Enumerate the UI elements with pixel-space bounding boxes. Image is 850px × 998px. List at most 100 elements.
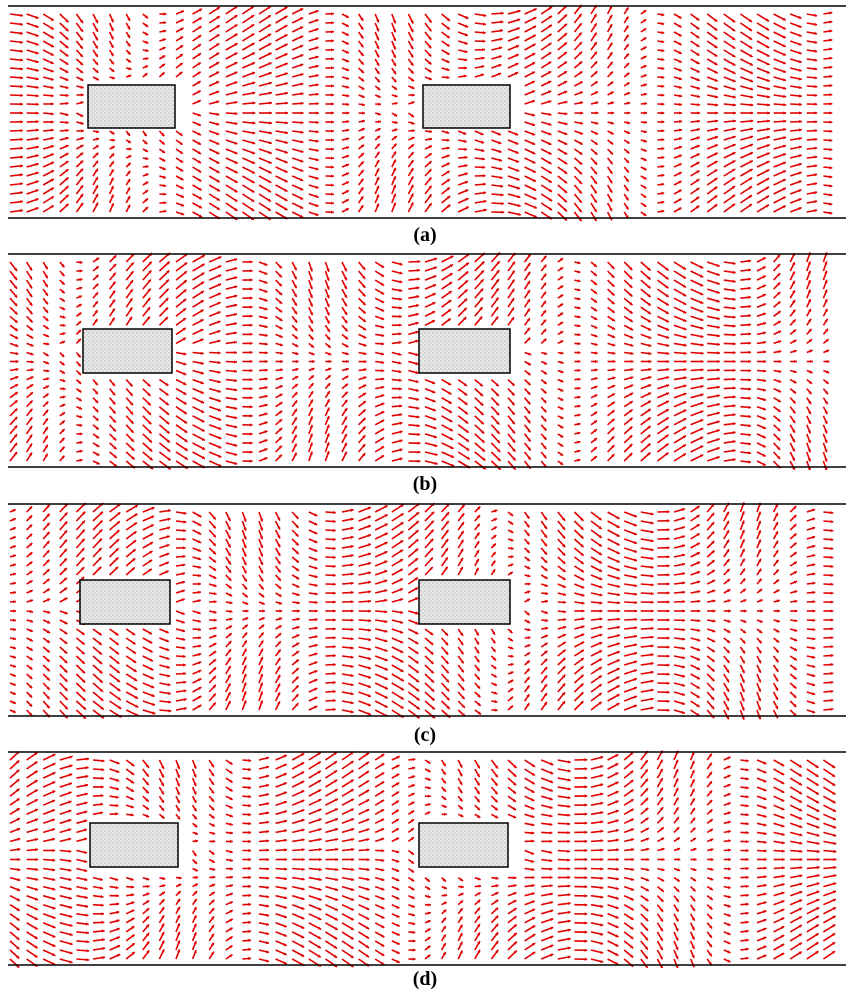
arrow-head	[243, 536, 247, 540]
arrow-head	[234, 151, 238, 155]
arrow-head	[45, 326, 49, 329]
arrow-head	[629, 435, 633, 439]
arrow-head	[50, 112, 54, 116]
arrow-head	[326, 442, 330, 446]
arrow-head	[464, 280, 468, 284]
arrow-head	[480, 140, 484, 144]
arrow-head	[61, 362, 65, 366]
panel-a: (a)	[0, 0, 850, 248]
arrow-head	[749, 62, 753, 66]
arrow-head	[267, 189, 272, 193]
arrow-head	[611, 401, 615, 405]
arrow-head	[643, 203, 647, 207]
arrow-head	[361, 103, 365, 107]
arrow-head	[362, 275, 366, 279]
arrow-head	[234, 33, 238, 37]
arrow-head	[612, 376, 616, 380]
arrow-head	[782, 52, 786, 56]
arrow-head	[777, 418, 781, 422]
arrow-head	[234, 258, 238, 262]
arrow-head	[446, 51, 450, 55]
arrow-head	[345, 68, 349, 72]
arrow-head	[476, 515, 480, 519]
arrow-head	[625, 25, 629, 29]
arrow-head	[14, 285, 17, 289]
arrow-head	[577, 333, 581, 337]
arrow-head	[294, 311, 297, 315]
arrow-head	[268, 170, 272, 174]
arrow-head	[450, 454, 454, 458]
arrow-head	[415, 339, 419, 343]
panel-c: (c)	[0, 498, 850, 750]
obstacle-right	[418, 328, 511, 374]
arrow-head	[200, 381, 204, 385]
arrow-head	[415, 312, 419, 317]
arrow-head	[61, 298, 65, 302]
arrow-head	[14, 384, 19, 388]
arrow-head	[626, 150, 630, 154]
arrow-head	[766, 144, 770, 148]
arrow-head	[495, 288, 499, 292]
arrow-head	[543, 273, 547, 277]
arrow-head	[666, 528, 670, 532]
arrow-head	[629, 444, 633, 448]
arrow-head	[782, 170, 786, 174]
arrow-head	[563, 52, 567, 55]
arrow-head	[717, 342, 720, 346]
arrow-head	[428, 153, 432, 157]
arrow-head	[777, 311, 781, 315]
arrow-head	[465, 206, 469, 210]
arrow-head	[625, 44, 629, 48]
arrow-head	[749, 45, 753, 49]
arrow-head	[50, 145, 54, 149]
arrow-head	[61, 290, 65, 294]
arrow-head	[215, 81, 220, 85]
arrow-head	[647, 400, 651, 404]
arrow-head	[345, 208, 349, 212]
arrow-head	[450, 255, 454, 259]
arrow-head	[284, 82, 288, 86]
arrow-head	[367, 506, 371, 510]
arrow-head	[46, 369, 50, 373]
arrow-head	[315, 185, 319, 189]
arrow-head	[35, 171, 39, 175]
arrow-head	[29, 319, 33, 323]
arrow-head	[145, 48, 149, 53]
arrow-head	[350, 554, 354, 558]
arrow-head	[65, 112, 69, 117]
arrow-head	[726, 530, 729, 534]
arrow-head	[748, 259, 751, 263]
arrow-head	[134, 505, 138, 508]
arrow-head	[350, 544, 354, 549]
arrow-head	[560, 340, 564, 344]
arrow-head	[79, 286, 83, 290]
arrow-head	[527, 262, 531, 267]
arrow-head	[715, 95, 718, 99]
arrow-head	[29, 443, 32, 447]
arrow-head	[264, 280, 268, 284]
arrow-head	[331, 12, 334, 16]
arrow-head	[215, 71, 220, 75]
arrow-head	[580, 561, 584, 564]
arrow-head	[829, 93, 833, 97]
arrow-head	[81, 529, 85, 533]
arrow-head	[50, 187, 54, 191]
arrow-head	[14, 311, 18, 315]
arrow-head	[29, 302, 33, 306]
arrow-head	[716, 447, 720, 451]
arrow-head	[45, 334, 49, 338]
arrow-head	[644, 111, 647, 115]
arrow-head	[30, 376, 34, 380]
arrow-head	[629, 310, 633, 314]
arrow-head	[643, 74, 647, 78]
arrow-head	[95, 283, 99, 287]
arrow-head	[127, 140, 131, 143]
arrow-head	[748, 405, 751, 409]
arrow-head	[200, 309, 204, 313]
arrow-head	[562, 526, 565, 530]
arrow-head	[630, 368, 634, 372]
arrow-head	[367, 552, 371, 556]
arrow-head	[527, 419, 531, 424]
arrow-head	[367, 524, 371, 528]
arrow-head	[249, 450, 253, 454]
